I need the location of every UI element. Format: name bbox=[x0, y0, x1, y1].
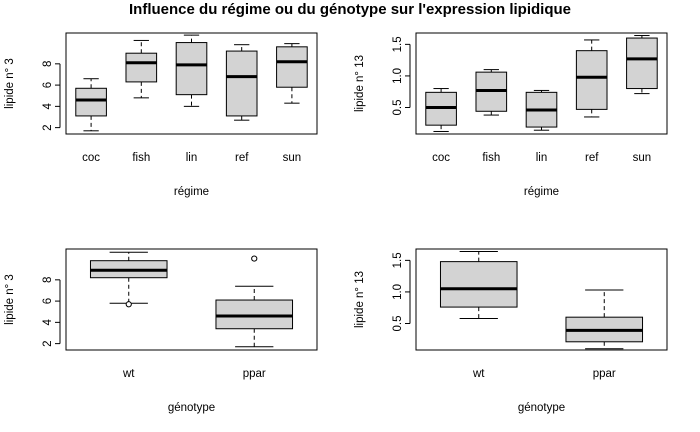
plot-frame bbox=[415, 248, 668, 351]
box-fish bbox=[475, 69, 508, 116]
box-wt bbox=[439, 251, 518, 319]
y-tick-label: 1.0 bbox=[392, 284, 404, 300]
outlier-point bbox=[125, 301, 132, 308]
box-fish bbox=[125, 39, 158, 99]
y-tick-label: 2 bbox=[42, 124, 54, 130]
box-lin bbox=[525, 89, 558, 131]
plot-frame bbox=[415, 32, 668, 135]
iqr-box bbox=[125, 52, 158, 83]
x-axis-label: génotype bbox=[168, 402, 215, 414]
x-tick-label: ppar bbox=[593, 368, 616, 380]
box-ppar bbox=[215, 255, 294, 348]
y-tick-label: 1.0 bbox=[392, 68, 404, 84]
box-sun bbox=[276, 43, 308, 104]
plot-frame bbox=[65, 32, 318, 135]
y-tick-label: 1.5 bbox=[392, 252, 404, 268]
box-sun bbox=[626, 35, 658, 95]
y-tick-label: 0.5 bbox=[392, 315, 404, 331]
iqr-box bbox=[215, 299, 294, 330]
box-ref bbox=[225, 44, 258, 121]
x-tick-label: fish bbox=[482, 152, 500, 164]
box-wt bbox=[89, 251, 168, 308]
x-tick-label: coc bbox=[432, 152, 450, 164]
x-tick-label: sun bbox=[283, 152, 302, 164]
box-lin bbox=[175, 34, 208, 107]
y-tick-label: 1.5 bbox=[392, 36, 404, 52]
panel-diet-lipid3: 2 4 6 8 lipide n° 3 coc fish lin ref sun régime bbox=[4, 32, 318, 198]
x-tick-label: sun bbox=[633, 152, 652, 164]
x-axis-label: régime bbox=[174, 186, 209, 198]
x-axis-label: régime bbox=[524, 186, 559, 198]
box-ppar bbox=[565, 289, 644, 350]
box-coc bbox=[425, 88, 457, 132]
y-tick-label: 8 bbox=[42, 61, 54, 67]
y-tick-label: 4 bbox=[42, 319, 54, 326]
x-tick-label: ref bbox=[585, 152, 599, 164]
y-tick-label: 2 bbox=[42, 340, 54, 346]
iqr-box bbox=[439, 261, 518, 308]
outlier-point bbox=[251, 255, 258, 262]
iqr-box bbox=[175, 42, 208, 96]
x-tick-label: lin bbox=[536, 152, 548, 164]
y-axis-label: lipide n° 13 bbox=[354, 271, 366, 328]
iqr-box bbox=[225, 50, 258, 117]
y-axis-label: lipide n° 13 bbox=[354, 55, 366, 112]
x-tick-label: ppar bbox=[243, 368, 266, 380]
y-tick-label: 6 bbox=[42, 298, 54, 304]
y-tick-label: 6 bbox=[42, 82, 54, 88]
y-axis-label: lipide n° 3 bbox=[4, 274, 16, 325]
panel-genotype-lipid3: 2 4 6 8 lipide n° 3 wt ppar génotype bbox=[4, 248, 318, 414]
y-axis-label: lipide n° 3 bbox=[4, 58, 16, 109]
x-tick-label: fish bbox=[132, 152, 150, 164]
x-tick-label: wt bbox=[472, 368, 485, 380]
y-tick-label: 0.5 bbox=[392, 99, 404, 115]
x-axis-label: génotype bbox=[518, 402, 565, 414]
box-coc bbox=[75, 78, 107, 132]
chart-title: Influence du régime ou du génotype sur l… bbox=[129, 1, 571, 18]
y-tick-label: 4 bbox=[42, 103, 54, 110]
x-tick-label: lin bbox=[186, 152, 198, 164]
y-tick-label: 8 bbox=[42, 277, 54, 283]
x-tick-label: ref bbox=[235, 152, 249, 164]
box-ref bbox=[575, 39, 608, 118]
x-tick-label: coc bbox=[82, 152, 100, 164]
panel-genotype-lipid13: 0.5 1.0 1.5 lipide n° 13 wt ppar génotype bbox=[354, 248, 668, 414]
x-tick-label: wt bbox=[122, 368, 135, 380]
iqr-box bbox=[575, 50, 608, 110]
iqr-box bbox=[626, 37, 658, 90]
panel-diet-lipid13: 0.5 1.0 1.5 lipide n° 13 coc fish lin ref sun rég… bbox=[354, 32, 668, 198]
iqr-box bbox=[276, 46, 308, 88]
plot-frame bbox=[65, 248, 318, 351]
iqr-box bbox=[75, 87, 107, 117]
